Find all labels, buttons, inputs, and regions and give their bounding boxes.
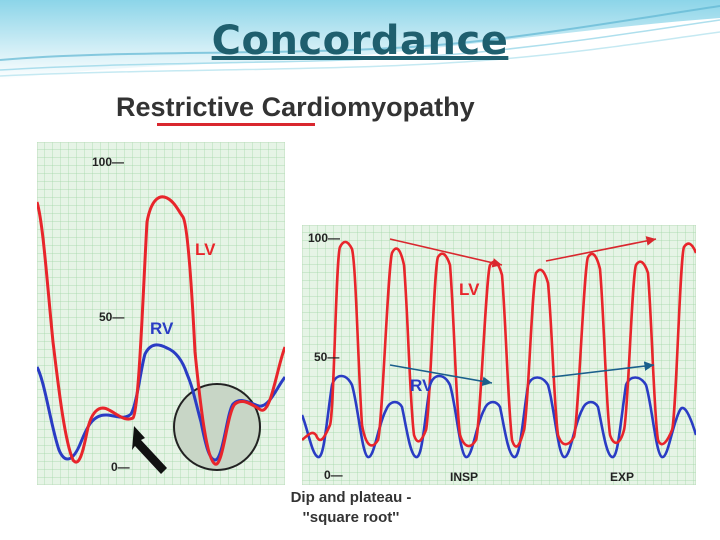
lv-decline-arrow (389, 238, 503, 268)
left-pressure-tracing: 100— 50— 0— LV RV (37, 142, 285, 485)
right-rv-trace (302, 374, 696, 459)
header-decoration (0, 0, 720, 85)
rv-decline-arrow (551, 361, 655, 378)
right-rv-label: RV (410, 376, 434, 395)
right-tick-100: 100— (308, 231, 340, 245)
figure-title: Restrictive Cardiomyopathy (116, 92, 475, 122)
right-pressure-tracing: 100— 50— 0— LV RV INSP EXP (302, 225, 696, 485)
figure-caption: Dip and plateau - ''square root'' (286, 488, 416, 528)
caption-line-2: ''square root'' (302, 509, 400, 526)
right-tick-50: 50— (314, 350, 339, 364)
caption-line-1: Dip and plateau - (290, 489, 412, 506)
left-tick-100: 100— (92, 155, 124, 169)
figure-title-underline (157, 123, 315, 126)
slide-title: Concordance (211, 18, 509, 64)
rv-rise-arrow (389, 364, 493, 387)
left-tick-0: 0— (111, 460, 130, 474)
left-rv-label: RV (150, 319, 174, 338)
pointer-arrow-icon (132, 426, 167, 474)
left-tick-50: 50— (99, 310, 124, 324)
insp-label: INSP (450, 470, 478, 484)
exp-label: EXP (610, 470, 634, 484)
right-tick-0: 0— (324, 468, 343, 482)
right-lv-trace (302, 240, 696, 448)
left-lv-label: LV (195, 240, 216, 259)
lv-rise-arrow (545, 236, 657, 262)
left-rv-trace (37, 343, 285, 462)
right-lv-label: LV (459, 280, 480, 299)
left-lv-trace (37, 195, 285, 466)
